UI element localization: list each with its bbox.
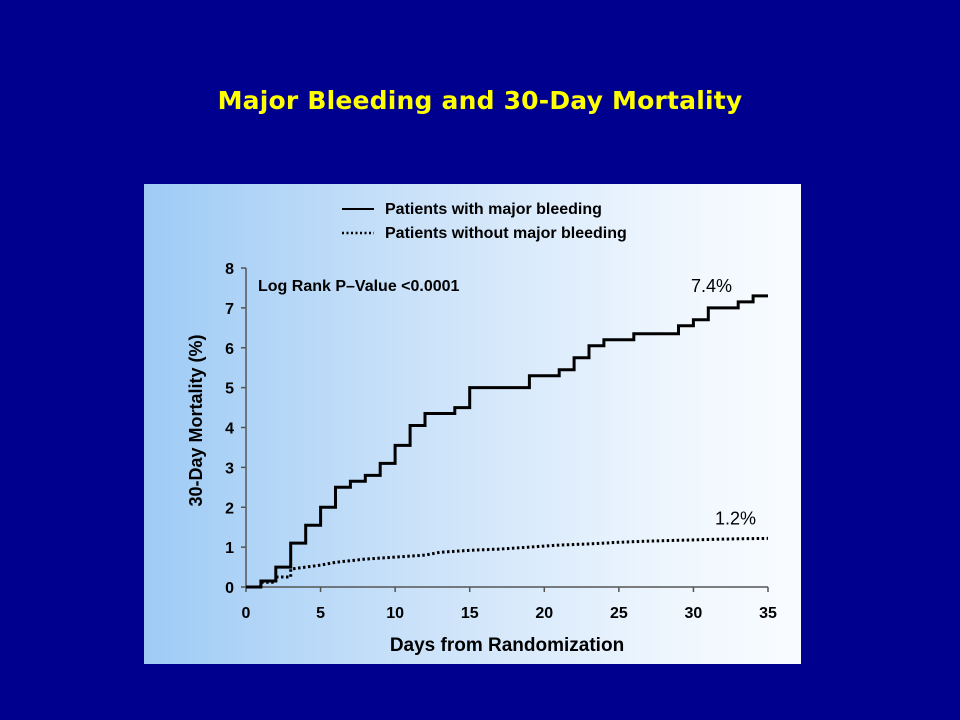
series-major-bleeding-line bbox=[246, 294, 768, 589]
y-tick-label: 3 bbox=[225, 460, 234, 477]
x-tick-label: 5 bbox=[316, 605, 325, 622]
y-tick-label: 4 bbox=[225, 421, 234, 438]
x-tick-label: 10 bbox=[386, 605, 404, 622]
x-tick-label: 35 bbox=[759, 605, 777, 622]
series-without-bleeding-line bbox=[246, 536, 769, 589]
y-axis-label: 30-Day Mortality (%) bbox=[186, 334, 206, 506]
km-chart: Patients with major bleeding Patients wit… bbox=[186, 201, 777, 656]
y-tick-label: 2 bbox=[225, 500, 234, 517]
chart-series bbox=[246, 294, 769, 589]
legend-label-2: Patients without major bleeding bbox=[385, 225, 627, 242]
log-rank-annotation: Log Rank P–Value <0.0001 bbox=[258, 278, 460, 295]
x-tick-label: 30 bbox=[685, 605, 703, 622]
slide-title: Major Bleeding and 30-Day Mortality bbox=[217, 86, 743, 115]
y-tick-label: 8 bbox=[225, 261, 234, 278]
y-tick-label: 1 bbox=[225, 540, 234, 557]
x-axis-label: Days from Randomization bbox=[390, 635, 624, 656]
chart-panel: Patients with major bleeding Patients wit… bbox=[144, 184, 801, 664]
y-tick-label: 0 bbox=[225, 580, 234, 597]
legend-label-1: Patients with major bleeding bbox=[385, 201, 602, 218]
y-tick-label: 6 bbox=[225, 341, 234, 358]
x-tick-label: 20 bbox=[535, 605, 553, 622]
chart-legend: Patients with major bleeding Patients wit… bbox=[342, 201, 627, 242]
x-tick-label: 0 bbox=[242, 605, 251, 622]
chart-axes: 0 1 2 3 4 5 6 7 8 0 5 10 15 20 25 30 35 bbox=[225, 261, 777, 622]
x-tick-label: 25 bbox=[610, 605, 628, 622]
end-label-1: 7.4% bbox=[691, 276, 732, 296]
end-label-2: 1.2% bbox=[715, 508, 756, 528]
y-tick-label: 7 bbox=[225, 301, 234, 318]
y-tick-label: 5 bbox=[225, 381, 234, 398]
chart-labels: Days from Randomization 30-Day Mortality … bbox=[186, 276, 756, 656]
x-tick-label: 15 bbox=[461, 605, 479, 622]
